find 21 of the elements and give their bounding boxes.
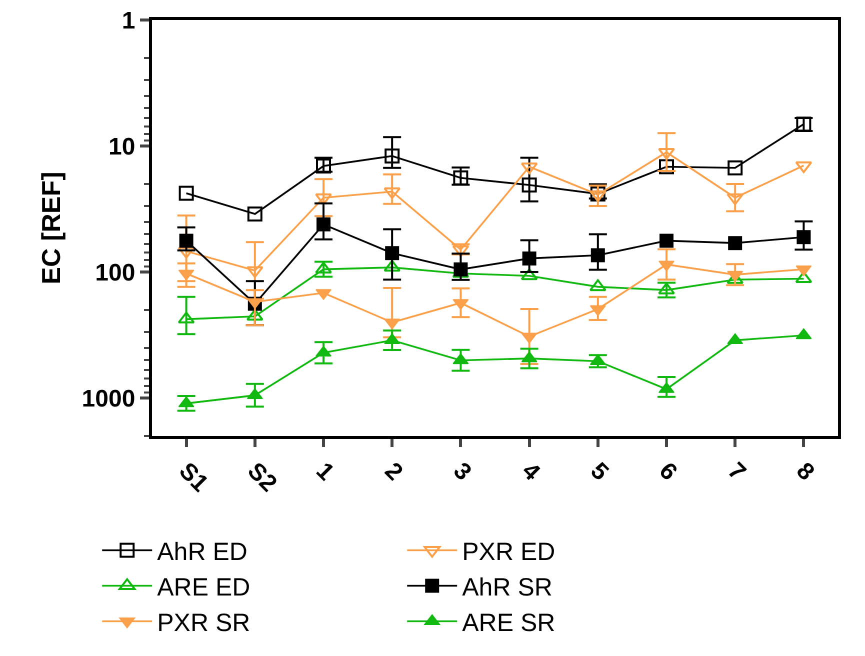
y-axis-title: EC [REF] — [36, 172, 66, 284]
x-tick-label: 4 — [516, 457, 546, 486]
x-tick-label: 5 — [585, 457, 614, 486]
y-tick-label: 100 — [95, 259, 136, 286]
legend-label: ARE SR — [462, 609, 556, 638]
legend-label: ARE ED — [157, 574, 250, 602]
y-tick-label: 10 — [108, 133, 136, 160]
x-tick-label: 1 — [310, 457, 340, 486]
y-tick-label: 1 — [122, 7, 136, 34]
x-tick-label: 2 — [379, 457, 408, 486]
x-tick-label: S2 — [242, 457, 282, 498]
legend-label: AhR ED — [157, 538, 248, 566]
legend-label: AhR SR — [462, 574, 552, 602]
legend-label: PXR SR — [157, 609, 250, 638]
x-tick-label: 6 — [654, 457, 682, 486]
x-tick-label: 3 — [448, 457, 477, 486]
x-tick-label: 7 — [722, 457, 751, 486]
x-tick-label: S1 — [174, 457, 214, 498]
legend-label: PXR ED — [462, 538, 556, 566]
y-tick-label: 1000 — [82, 385, 136, 412]
x-tick-label: 8 — [790, 457, 820, 486]
